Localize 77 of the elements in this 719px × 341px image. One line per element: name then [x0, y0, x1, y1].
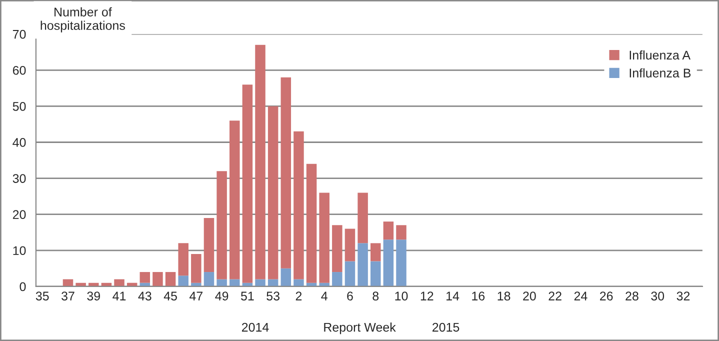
bar	[294, 279, 304, 286]
bar	[216, 171, 227, 280]
bar	[114, 279, 124, 286]
text: 2015	[432, 322, 460, 332]
x-axis-title: Report Week	[324, 322, 396, 334]
x-tick-label: 24	[574, 292, 588, 300]
bar	[140, 272, 150, 283]
y-tick-label: 70	[12, 30, 26, 39]
bar	[216, 279, 227, 286]
x-tick-label: 41	[112, 292, 126, 300]
bar	[191, 254, 202, 283]
bar	[344, 261, 356, 286]
x-tick-label: 14	[446, 292, 460, 300]
x-tick-label: 10	[395, 292, 408, 300]
bar	[152, 272, 163, 286]
x-tick-label: 49	[215, 292, 228, 300]
legend-label: Influenza A	[630, 50, 691, 60]
bar	[332, 272, 342, 286]
text: 2014	[242, 322, 269, 332]
bar	[242, 84, 253, 283]
x-tick-label: 4	[321, 292, 328, 300]
x-tick-label: 26	[600, 292, 613, 300]
bar	[370, 261, 381, 286]
bar	[306, 164, 317, 283]
bar	[358, 192, 368, 244]
x-tick-label: 39	[87, 292, 100, 300]
bar	[268, 279, 278, 286]
bar	[294, 131, 304, 280]
x-tick-label: 28	[626, 292, 638, 300]
x-tick-label: 53	[266, 292, 280, 300]
y-tick-label: 30	[12, 174, 26, 183]
bar	[178, 243, 188, 276]
bar	[358, 243, 368, 286]
bar	[204, 218, 214, 272]
bar	[255, 279, 266, 286]
bar	[229, 120, 240, 280]
x-tick-label: 32	[676, 292, 690, 300]
y-tick-label: 50	[12, 102, 26, 111]
y-tick-label: 60	[12, 66, 26, 75]
bar	[204, 272, 214, 286]
y-tick-label: 10	[13, 246, 26, 256]
x-tick-label: 18	[498, 292, 510, 300]
x-tick-label: 8	[372, 292, 379, 300]
x-tick-label: 43	[138, 292, 152, 300]
x-tick-label: 30	[651, 292, 664, 300]
bar	[396, 240, 406, 286]
bar	[255, 44, 266, 280]
bar	[178, 276, 188, 286]
y-tick-label: 0	[20, 282, 26, 292]
bar	[268, 106, 278, 280]
x-tick-label: 16	[472, 292, 485, 300]
x-tick-label: 51	[240, 292, 254, 300]
y-tick-label: 20	[12, 210, 26, 219]
x-tick-label: 20	[523, 292, 536, 300]
bar	[280, 268, 292, 286]
bar	[229, 279, 240, 286]
x-tick-label: 2	[296, 292, 302, 300]
x-tick-label: 47	[190, 292, 202, 300]
y-tick-label: 40	[12, 138, 26, 147]
bar	[165, 272, 176, 286]
x-tick-label: 45	[164, 292, 177, 300]
bar	[383, 240, 394, 286]
bar	[396, 225, 406, 240]
legend-label: Influenza B	[630, 68, 691, 78]
bar	[280, 77, 292, 268]
x-tick-label: 12	[420, 292, 434, 300]
x-tick-label: 37	[62, 292, 74, 300]
x-tick-label: 35	[36, 292, 49, 300]
bar	[332, 225, 342, 272]
y-axis-title: Number of hospitalizations	[40, 7, 125, 32]
bar	[319, 192, 330, 283]
x-tick-label: 22	[548, 292, 562, 300]
bar	[344, 228, 356, 262]
bar	[383, 222, 394, 240]
x-tick-label: 6	[347, 292, 353, 300]
bar	[370, 243, 381, 262]
bar	[62, 279, 74, 286]
